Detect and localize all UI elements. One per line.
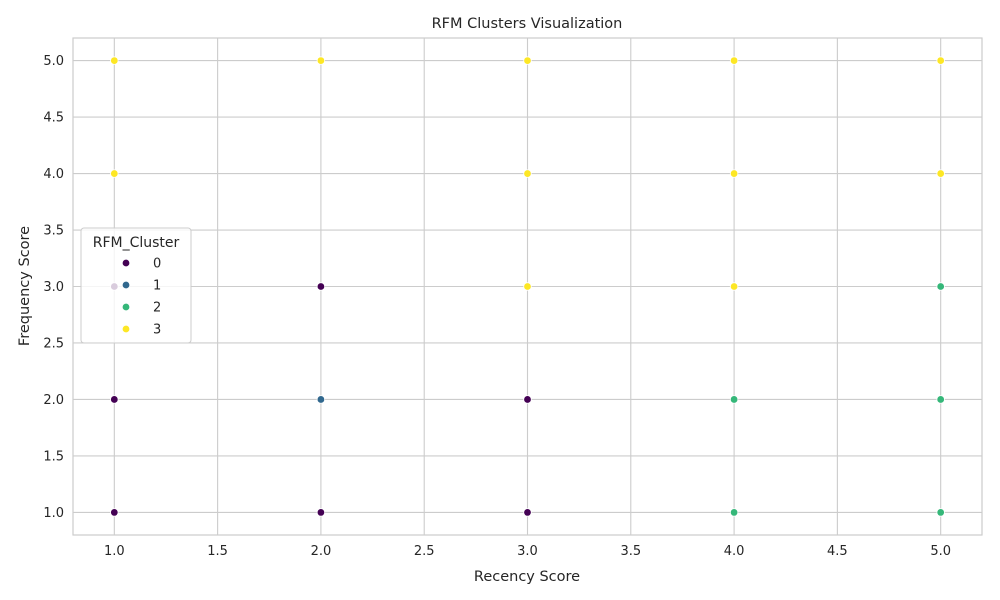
data-point-cluster-3 (110, 56, 119, 65)
data-point-cluster-1 (316, 395, 326, 404)
y-tick-label: 1.5 (43, 449, 64, 464)
data-point-cluster-3 (523, 169, 532, 178)
data-point-cluster-0 (523, 508, 532, 517)
legend-marker (121, 280, 131, 290)
data-point-cluster-3 (110, 169, 119, 178)
x-tick-label: 5.0 (930, 544, 951, 559)
x-tick-label: 3.5 (620, 544, 641, 559)
legend-items: 0 1 2 3 (121, 257, 161, 338)
y-tick-label: 4.0 (43, 167, 64, 182)
data-point-cluster-3 (316, 56, 326, 65)
legend-label: 2 (153, 301, 161, 316)
x-tick-label: 2.5 (414, 544, 435, 559)
data-point-cluster-0 (316, 508, 326, 517)
y-tick-label: 1.0 (43, 506, 64, 521)
legend-marker (121, 258, 131, 268)
data-point-cluster-0 (110, 508, 119, 517)
x-tick-label: 4.0 (724, 544, 745, 559)
legend-marker (121, 302, 131, 312)
data-point-cluster-3 (936, 169, 945, 178)
data-point-cluster-3 (729, 56, 739, 65)
y-tick-label: 4.5 (43, 111, 64, 126)
legend-label: 1 (153, 279, 161, 294)
data-point-cluster-0 (316, 282, 326, 291)
data-point-cluster-2 (936, 395, 945, 404)
y-tick-label: 3.0 (43, 280, 64, 295)
data-point-cluster-0 (110, 395, 119, 404)
data-point-cluster-3 (729, 169, 739, 178)
plot-frame (72, 37, 983, 536)
y-axis-label: Frequency Score (17, 226, 33, 346)
x-tick-label: 4.5 (827, 544, 848, 559)
legend-label: 3 (153, 323, 161, 338)
data-point-cluster-0 (523, 395, 532, 404)
legend-marker (121, 324, 131, 334)
y-tick-label: 3.5 (43, 224, 64, 239)
data-point-cluster-3 (936, 56, 945, 65)
x-tick-label: 2.0 (311, 544, 332, 559)
legend-label: 0 (153, 257, 161, 272)
data-point-cluster-2 (936, 282, 945, 291)
data-point-cluster-3 (729, 282, 739, 291)
tick-labels: 1.0 1.5 2.0 2.5 3.0 3.5 4.0 4.5 5.0 1.0 1.5 2.0 2.5 3… (43, 54, 951, 559)
legend-title: RFM_Cluster (93, 235, 180, 251)
data-point-cluster-3 (523, 56, 532, 65)
data-point-cluster-2 (729, 508, 739, 517)
y-tick-label: 2.5 (43, 336, 64, 351)
x-axis-label: Recency Score (474, 569, 580, 585)
data-point-cluster-2 (936, 508, 945, 517)
data-point-cluster-3 (523, 282, 532, 291)
x-tick-label: 1.0 (104, 544, 125, 559)
chart-title: RFM Clusters Visualization (432, 16, 623, 32)
legend: RFM_Cluster 0 1 2 3 (80, 227, 192, 344)
y-tick-label: 2.0 (43, 393, 64, 408)
legend-box (80, 227, 192, 344)
data-point-cluster-2 (729, 395, 739, 404)
x-tick-label: 1.5 (207, 544, 228, 559)
axes-frame (72, 37, 983, 536)
y-tick-label: 5.0 (43, 54, 64, 69)
x-tick-label: 3.0 (517, 544, 538, 559)
